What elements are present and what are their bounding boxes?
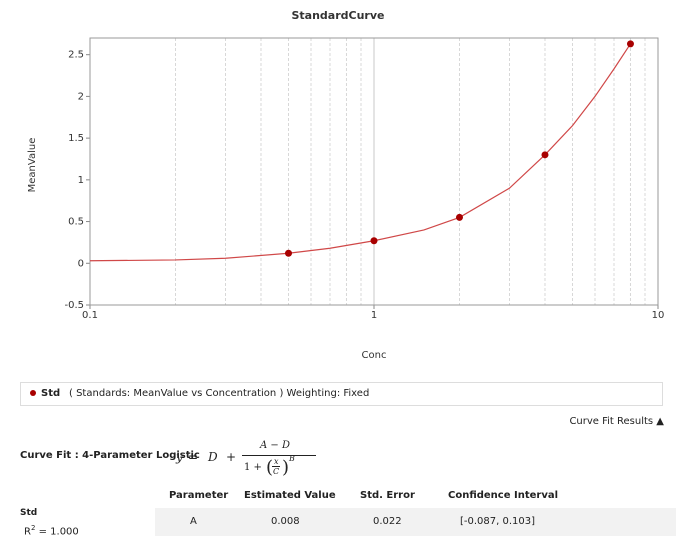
y-axis-label: MeanValue [27, 138, 38, 193]
r2-label: R [24, 526, 31, 538]
point [370, 237, 378, 245]
legend-description: ( Standards: MeanValue vs Concentration … [69, 388, 370, 399]
x-tick-label: 1 [371, 310, 377, 321]
eq-plus: + [226, 450, 237, 464]
legend-label: Std [41, 388, 61, 399]
eq-paren: ( [266, 457, 274, 478]
table-header: Std. Error [360, 490, 415, 501]
r-squared: R2 = 1.000 [24, 524, 79, 537]
eq-c: C [273, 467, 280, 476]
x-tick-label: 10 [652, 310, 665, 321]
point [626, 40, 634, 48]
y-tick-label: 1 [78, 175, 84, 186]
eq-y: y [176, 450, 183, 464]
legend: Std ( Standards: MeanValue vs Concentrat… [20, 382, 663, 406]
table-header: Parameter [169, 490, 229, 501]
r2-sup: 2 [30, 524, 36, 532]
r2-value: = 1.000 [35, 526, 79, 538]
y-tick-label: 1.5 [68, 133, 84, 144]
plot-border [89, 37, 659, 306]
eq-inner-bar [272, 466, 280, 467]
point [455, 213, 463, 221]
eq-paren: ) [282, 457, 290, 478]
table-cell: 0.022 [373, 516, 402, 527]
chart: StandardCurve MeanValue Conc 0.1 1 10-0.50… [27, 9, 665, 361]
eq-d: D [208, 450, 218, 464]
results-toggle[interactable]: Curve Fit Results ▲ [569, 416, 664, 427]
eq-fraction-bar [242, 455, 316, 456]
eq-x: x [274, 457, 279, 466]
eq-one-plus: 1 + [244, 462, 262, 473]
eq-equals: = [188, 450, 199, 464]
table-cell: 0.008 [271, 516, 300, 527]
x-axis-label: Conc [362, 350, 387, 361]
table-group: Std [20, 508, 38, 518]
x-tick-label: 0.1 [82, 310, 98, 321]
fit-curve [89, 43, 631, 262]
y-tick-label: 0 [78, 258, 84, 269]
table-header: Estimated Value [244, 490, 336, 501]
y-tick-label: 0.5 [68, 217, 84, 228]
curve-fit-label: Curve Fit : 4-Parameter Logistic [20, 450, 200, 461]
y-tick-label: -0.5 [64, 300, 84, 311]
table-header: Confidence Interval [448, 490, 559, 501]
eq-b: B [289, 454, 295, 463]
y-tick-label: 2 [78, 91, 84, 102]
point [541, 151, 549, 159]
table-cell: [-0.087, 0.103] [460, 516, 536, 527]
eq-numerator: A − D [260, 440, 290, 451]
row-background [155, 508, 676, 536]
point [285, 249, 293, 257]
legend-marker [30, 390, 36, 396]
chart-title: StandardCurve [292, 9, 385, 22]
table-cell: A [190, 516, 197, 527]
y-tick-label: 2.5 [68, 50, 84, 61]
